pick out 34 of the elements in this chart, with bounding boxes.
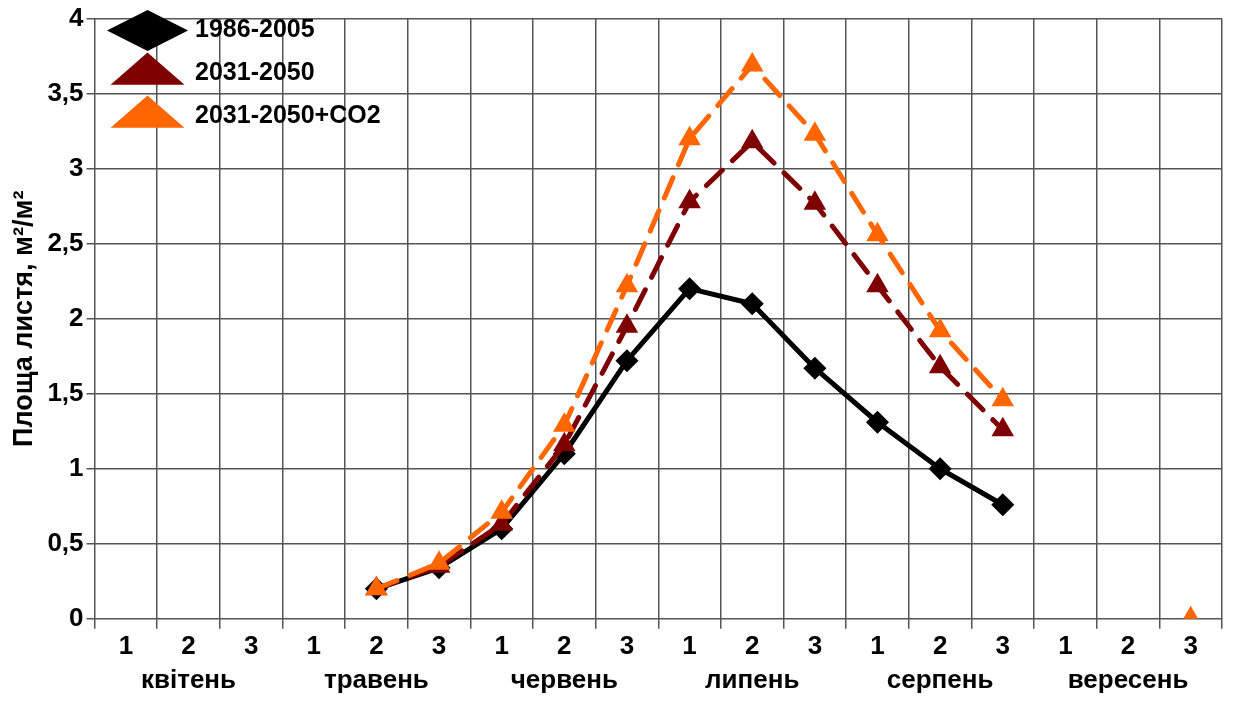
- y-tick-label: 3,5: [47, 76, 84, 107]
- x-tick-label: 1: [306, 629, 322, 660]
- x-tick-label: 3: [995, 629, 1011, 660]
- x-tick-label: 3: [431, 629, 447, 660]
- text: серпень: [886, 664, 994, 695]
- text: квітень: [140, 664, 237, 695]
- x-tick-label: 2: [932, 629, 948, 660]
- x-tick-label: 1: [682, 629, 697, 660]
- x-tick-label: 1: [118, 629, 134, 660]
- text: червень: [510, 664, 618, 695]
- y-tick-label: 2: [69, 301, 84, 332]
- y-tick-label: 1: [69, 451, 84, 482]
- x-tick-label: 3: [807, 629, 823, 660]
- x-tick-label: 3: [1183, 629, 1198, 660]
- x-tick-label: 3: [243, 629, 259, 660]
- x-tick-label: 2: [1120, 629, 1136, 660]
- x-tick-label: 2: [369, 629, 384, 660]
- x-tick-label: 3: [619, 629, 635, 660]
- y-tick-label: 3: [69, 151, 84, 182]
- x-tick-label: 2: [744, 629, 760, 660]
- y-tick-label: 0: [69, 601, 84, 632]
- x-tick-label: 1: [1058, 629, 1073, 660]
- y-tick-label: 1,5: [47, 376, 84, 407]
- y-axis-title: Площа листя, м²/м²: [7, 190, 38, 447]
- text: липень: [705, 664, 800, 695]
- x-tick-label: 1: [494, 629, 509, 660]
- text: травень: [323, 664, 429, 695]
- x-tick-label: 2: [557, 629, 572, 660]
- x-tick-label: 2: [181, 629, 196, 660]
- text: вересень: [1067, 664, 1189, 695]
- y-tick-label: 4: [69, 1, 85, 32]
- x-tick-label: 1: [870, 629, 885, 660]
- y-tick-label: 0,5: [47, 526, 84, 557]
- y-tick-label: 2,5: [47, 226, 84, 257]
